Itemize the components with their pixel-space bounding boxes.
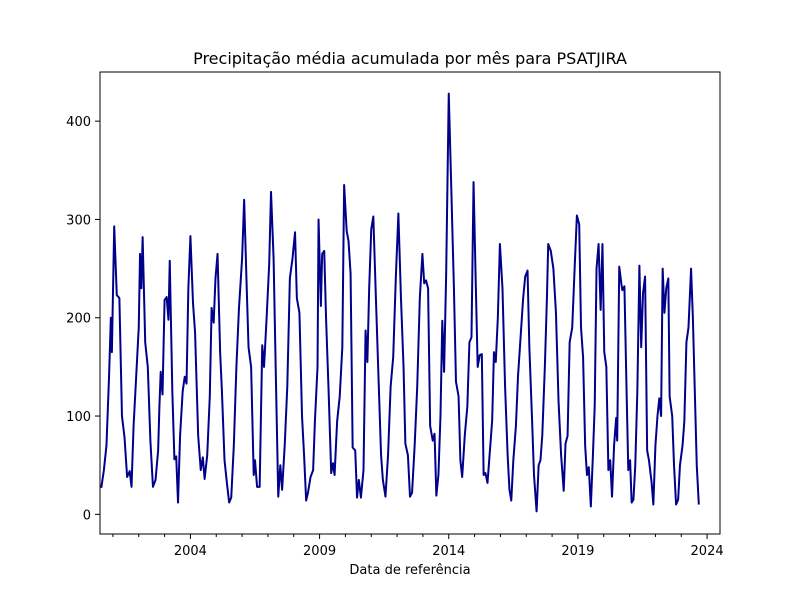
y-tick-label: 400 [66,115,91,130]
x-axis-label: Data de referência [349,563,470,578]
y-tick-label: 200 [66,312,91,327]
x-tick-label: 2014 [432,544,465,559]
x-tick-label: 2019 [561,544,594,559]
plot-frame [99,71,721,535]
plot-area: 2004 2009 2014 2019 2024 0 100 200 300 400 [66,92,724,559]
y-tick-label: 0 [83,508,91,523]
x-tick-label: 2009 [303,544,336,559]
chart-title: Precipitação média acumulada por mês par… [193,49,627,68]
x-tick-label: 2004 [174,544,207,559]
x-tick-label: 2024 [691,544,724,559]
y-tick-label: 300 [66,213,91,228]
series-line-0 [100,92,700,513]
y-tick-label: 100 [66,410,91,425]
